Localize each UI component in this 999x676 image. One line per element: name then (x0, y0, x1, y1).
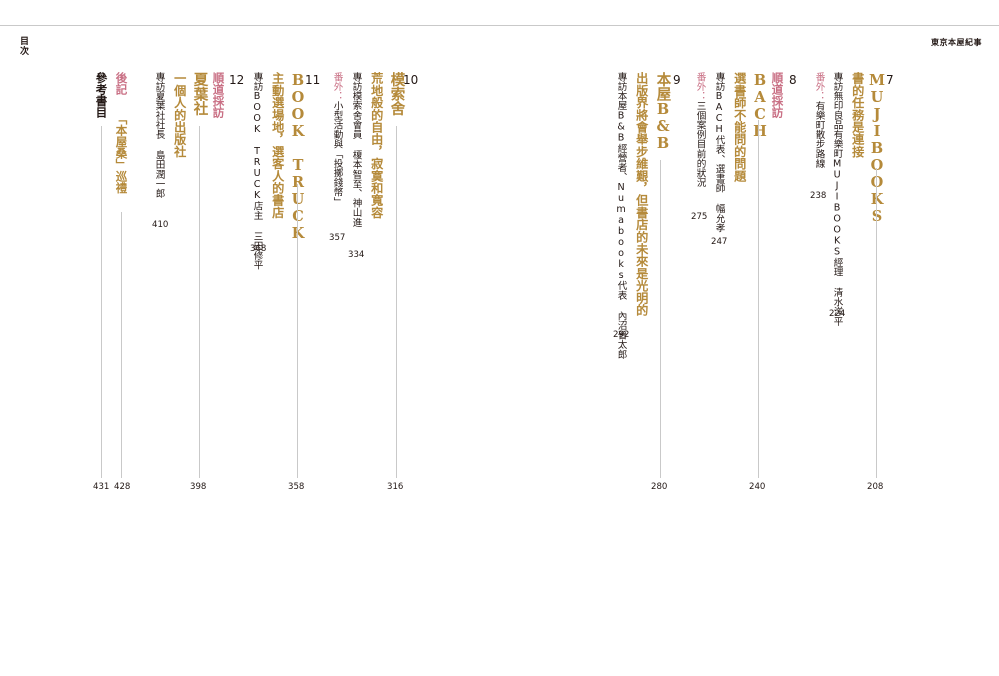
chapter-8-subtitle: 選書師不能問的問題 (732, 72, 747, 182)
references-title: 參考書目 (94, 72, 109, 118)
chapter-10-subtitle: 荒地般的自由，寂寞和寬容 (369, 72, 384, 219)
chapter-12-label: 順道採訪 (211, 72, 226, 118)
afterword-leader-line (121, 212, 122, 478)
chapter-8-number: 8 (789, 73, 797, 87)
chapter-7-extra: 番外：有樂町散步路線 (813, 72, 825, 169)
chapter-12-interview: 專訪夏葉社社長 島田潤一郎 (153, 72, 165, 199)
chapter-11-subtitle: 主動選場地，選客人的書店 (270, 72, 285, 219)
chapter-9-subtitle: 出版界將會舉步維艱，但書店的未來是光明的 (634, 72, 649, 316)
chapter-10-extra: 番外：小型活動與「投擲錢幣」 (331, 72, 343, 207)
top-rule (0, 25, 999, 26)
chapter-8-interview-page: 247 (711, 237, 728, 247)
chapter-8-leader-line (758, 120, 759, 478)
chapter-11-title: BOOK TRUCK (289, 72, 307, 242)
chapter-10-extra-page: 357 (329, 233, 346, 243)
afterword-page: 428 (114, 482, 131, 492)
chapter-11-leader-line (297, 184, 298, 478)
chapter-9-number: 9 (673, 73, 681, 87)
chapter-12-subtitle: 一個人的出版社 (172, 72, 187, 158)
chapter-7-interview: 專訪無印良品有樂町MUJIBOOKS經理 清水洋平 (831, 72, 843, 326)
chapter-11-number: 11 (305, 73, 321, 87)
chapter-12-title: 夏葉社 (191, 72, 209, 116)
chapter-8-extra: 番外：三個案例目前的狀況 (694, 72, 706, 188)
chapter-10-interview-page: 334 (348, 250, 365, 260)
chapter-8-page: 240 (749, 482, 766, 492)
chapter-9-interview: 專訪本屋B&B經營者、Numabooks代表 內沼晉太郎 (615, 72, 627, 359)
chapter-8-label: 順道採訪 (770, 72, 785, 118)
chapter-7-page: 208 (867, 482, 884, 492)
toc-side-label: 目次 (20, 37, 30, 57)
references-page: 431 (93, 482, 110, 492)
running-head-book-title: 東京本屋紀事 (931, 38, 982, 47)
chapter-12-number: 12 (229, 73, 245, 87)
chapter-9-leader-line (660, 160, 661, 478)
chapter-10-number: 10 (403, 73, 419, 87)
chapter-7-subtitle: 書的任務是連接 (850, 72, 865, 158)
chapter-10-title: 模索舍 (388, 72, 406, 116)
chapter-7-number: 7 (886, 73, 894, 87)
chapter-7-extra-page: 238 (810, 191, 827, 201)
chapter-7-interview-page: 224 (829, 309, 846, 319)
chapter-9-interview-page: 292 (613, 330, 630, 340)
chapter-10-interview: 專訪模索舍會員 榎本智至、神山進 (350, 72, 362, 227)
chapter-8-interview: 專訪BACH代表、選書師 幅允孝 (713, 72, 725, 233)
chapter-9-title: 本屋B&B (654, 72, 672, 152)
chapter-12-leader-line (199, 126, 200, 478)
chapter-10-page: 316 (387, 482, 404, 492)
afterword-label: 後記 (114, 72, 129, 95)
references-leader-line (101, 126, 102, 478)
chapter-9-page: 280 (651, 482, 668, 492)
chapter-11-page: 358 (288, 482, 305, 492)
chapter-7-title: MUJIBOOKS (868, 72, 886, 225)
chapter-12-page: 398 (190, 482, 207, 492)
chapter-12-interview-page: 410 (152, 220, 169, 230)
chapter-8-extra-page: 275 (691, 212, 708, 222)
chapter-8-title: BACH (751, 72, 769, 140)
chapter-11-interview-page: 368 (250, 244, 267, 254)
chapter-11-interview: 專訪BOOK TRUCK店主 三田修平 (251, 72, 263, 270)
afterword-title: 「本屋桑」巡禮 (114, 113, 129, 194)
chapter-7-leader-line (876, 168, 877, 478)
chapter-10-leader-line (396, 126, 397, 478)
